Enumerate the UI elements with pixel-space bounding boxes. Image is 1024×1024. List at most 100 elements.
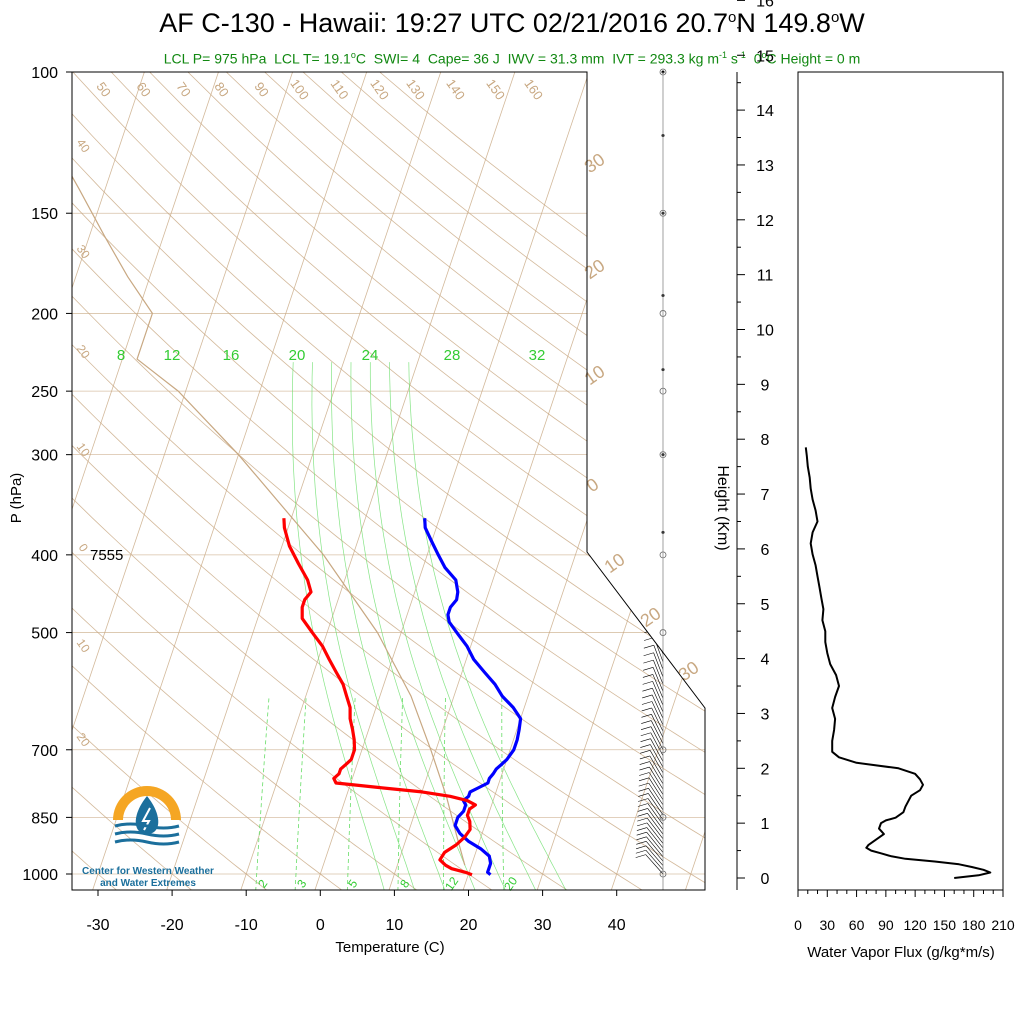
wind-barb-feather: [642, 674, 653, 678]
title-lon-suffix: W: [839, 8, 865, 38]
x-axis-label: Temperature (C): [335, 939, 444, 956]
wind-barb-shaft: [651, 694, 664, 719]
wind-barb-feather: [643, 644, 654, 649]
isotherm-right-label: 10: [601, 549, 629, 577]
height-tick-label: 16: [756, 0, 774, 10]
isotherm-line: [536, 72, 705, 890]
x-tick-label: 30: [534, 917, 552, 934]
iwv-value: IWV = 31.3 mm: [507, 50, 605, 67]
dry-adiabat-label: 140: [443, 76, 468, 102]
y-tick-label: 850: [31, 810, 58, 827]
wind-barb-shaft: [656, 539, 664, 566]
dry-adiabat-line: [341, 72, 705, 890]
dry-adiabat-line: [187, 72, 705, 890]
dry-adiabat-line: [72, 72, 705, 890]
wind-barb-feather: [639, 761, 650, 765]
wind-barb-feather: [645, 578, 656, 582]
flux-tick-label: 90: [878, 917, 894, 933]
skew-t-lines: [72, 72, 705, 890]
wind-barb-feather: [643, 659, 654, 664]
flux-tick-label: 120: [903, 917, 927, 933]
wind-barb-shaft: [651, 707, 664, 732]
dry-adiabat-line: [72, 72, 644, 890]
dry-adiabat-label: 110: [328, 77, 352, 103]
wind-barb-shaft: [650, 738, 664, 762]
isotherm-left-label: 40: [74, 136, 93, 155]
dewpoint-series-line: [423, 518, 523, 876]
wind-barb-feather: [635, 854, 646, 858]
isotherm-line: [610, 72, 705, 890]
wind-barb-shaft: [649, 755, 664, 779]
x-tick-label: -10: [235, 917, 258, 934]
wind-barb-shaft: [651, 714, 664, 738]
x-tick-label: 40: [608, 917, 626, 934]
y-tick-label: 150: [31, 206, 58, 223]
wind-barb-shaft: [657, 507, 664, 534]
height-tick-label: 3: [761, 706, 770, 723]
moist-adiabat-label: 12: [164, 347, 181, 364]
wind-barb-shaft: [649, 750, 664, 774]
mixing-ratio-line: [397, 696, 404, 890]
dry-adiabat-label: 150: [483, 76, 508, 102]
height-tick-label: 10: [756, 323, 774, 340]
wind-barb-feather: [642, 681, 653, 685]
logo-wave-line: [114, 838, 180, 846]
moist-adiabat-label: 28: [444, 347, 461, 364]
dry-adiabat-label: 50: [93, 79, 114, 99]
y-tick-label: 400: [31, 548, 58, 565]
wind-barb-feather: [641, 707, 652, 712]
flux-tick-label: 0: [794, 917, 802, 933]
flux-axis-label: Water Vapor Flux (g/kg*m/s): [807, 944, 995, 961]
flux-tick-label: 180: [962, 917, 986, 933]
logo-wave-line: [114, 822, 180, 830]
x-tick-label: 0: [316, 917, 325, 934]
isotherm-line: [91, 72, 368, 890]
plot-frame: [71, 71, 706, 891]
wind-barb-feather: [637, 808, 648, 812]
wind-barb-feather: [646, 559, 657, 564]
dry-adiabat-line: [72, 72, 705, 890]
moist-adiabat-line: [369, 362, 507, 890]
wind-barb-feather: [641, 701, 653, 705]
wind-barb-feather: [640, 732, 651, 737]
wind-barb-shaft: [646, 832, 664, 853]
wind-barb-feather: [638, 782, 649, 787]
wind-barb-feather: [637, 817, 648, 822]
wind-barb-feather: [641, 714, 652, 718]
isotherm-line: [388, 72, 664, 890]
wind-barb-feather: [642, 687, 653, 692]
wind-barb-shaft: [645, 850, 664, 870]
degree-mark: o: [728, 9, 737, 26]
isotherm-right-label: 30: [675, 657, 703, 685]
wind-barb-shaft: [646, 827, 664, 849]
wind-barb-shaft: [647, 813, 664, 835]
wind-barb-shaft: [647, 803, 664, 825]
flux-tick-label: 60: [849, 917, 865, 933]
dry-adiabat-line: [72, 72, 419, 890]
x-tick-label: -30: [86, 917, 109, 934]
isotherm-line: [72, 72, 145, 890]
height-tick-label: 9: [761, 377, 770, 394]
isotherm-left-label: 0: [76, 541, 91, 555]
height-tick-label: 6: [761, 542, 770, 559]
y-axis-label: P (hPa): [8, 473, 25, 524]
y-tick-label: 500: [31, 626, 58, 643]
dry-adiabat-line: [72, 72, 194, 890]
wind-barb-shaft: [652, 681, 664, 706]
wind-barb-feather: [640, 744, 651, 748]
y-tick-label: 250: [31, 384, 58, 401]
mixing-ratio-line: [443, 696, 446, 890]
isotherm-line: [72, 72, 293, 890]
dry-adiabat-line: [72, 72, 705, 890]
wind-barb-shaft: [653, 645, 664, 670]
height-axis-label: Height (Km): [714, 465, 731, 550]
title-prefix: AF C-130 - Hawaii: 19:27 UTC 02/21/2016 …: [159, 8, 729, 38]
logo-caption-line1: Center for Western Weather: [82, 866, 214, 877]
wind-barb-shaft: [657, 496, 664, 523]
x-tick-label: 10: [386, 917, 404, 934]
wind-barb-shaft: [649, 761, 664, 785]
wind-barb-feather: [638, 793, 649, 797]
